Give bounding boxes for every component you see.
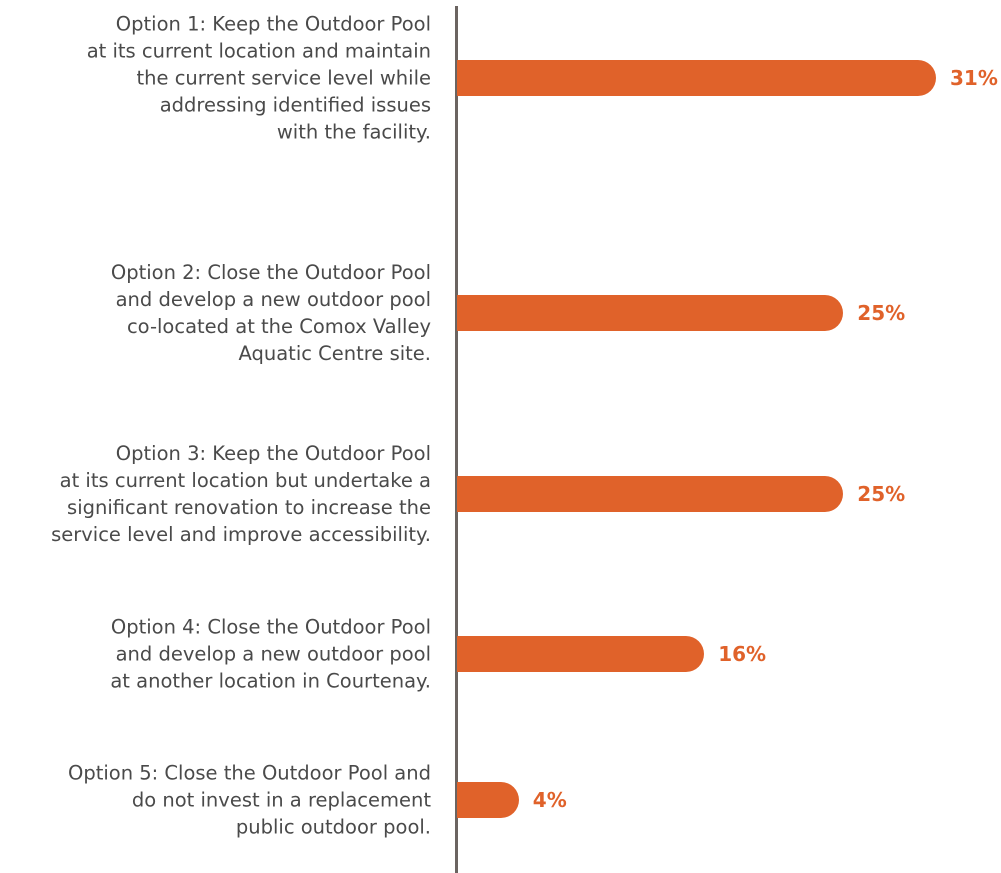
category-label: Option 3: Keep the Outdoor Pool at its c… <box>51 442 431 546</box>
category-label: Option 1: Keep the Outdoor Pool at its c… <box>86 12 431 144</box>
value-label: 25% <box>857 301 906 325</box>
value-label: 16% <box>718 642 767 666</box>
category-label: Option 4: Close the Outdoor Pool and dev… <box>110 615 431 693</box>
bar <box>457 295 844 331</box>
value-label: 31% <box>950 66 998 90</box>
bar <box>457 782 519 818</box>
value-label: 4% <box>532 788 567 812</box>
value-label: 25% <box>857 482 906 506</box>
category-label: Option 2: Close the Outdoor Pool and dev… <box>110 261 431 365</box>
bar <box>457 636 705 672</box>
bar <box>457 476 844 512</box>
axis-line <box>455 6 458 873</box>
bar <box>457 60 936 96</box>
category-label: Option 5: Close the Outdoor Pool and do … <box>67 761 431 839</box>
